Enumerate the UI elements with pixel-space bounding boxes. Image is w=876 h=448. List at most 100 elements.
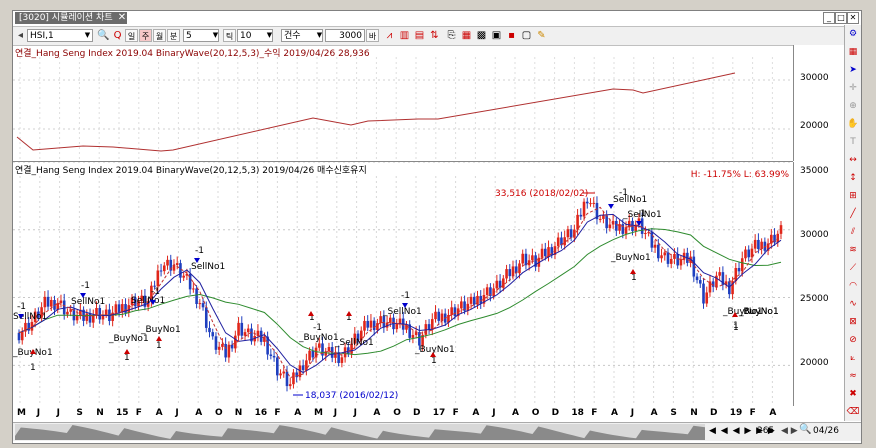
indicator-icon[interactable]: ⇅ bbox=[430, 30, 439, 41]
x-tick-label: F bbox=[274, 408, 281, 418]
candle-body bbox=[608, 224, 612, 229]
candle-body bbox=[592, 202, 596, 204]
fibo-icon[interactable]: ≋ bbox=[849, 245, 857, 255]
candle-body bbox=[369, 320, 373, 328]
candle-body bbox=[615, 220, 618, 231]
candle-body bbox=[395, 323, 399, 330]
symbol-select[interactable]: HSI,1 bbox=[27, 29, 93, 42]
chart-candle-icon[interactable]: ▤ bbox=[414, 30, 425, 41]
tick-dropdown-icon[interactable]: ▼ bbox=[266, 31, 273, 39]
grid-icon[interactable]: ▩ bbox=[476, 30, 487, 41]
candle-body bbox=[321, 343, 324, 356]
hline-icon[interactable]: ↔ bbox=[849, 155, 857, 165]
magnifier-icon[interactable]: 🔍 bbox=[799, 424, 812, 435]
x-tick-label: J bbox=[56, 408, 60, 418]
crosshair-icon[interactable]: ✛ bbox=[849, 83, 857, 93]
export-icon[interactable]: ▢ bbox=[521, 30, 532, 41]
sidebar-config-icon[interactable]: ⚙ bbox=[848, 29, 858, 39]
overview-strip[interactable] bbox=[15, 424, 705, 440]
interval-select[interactable]: 5 bbox=[183, 29, 219, 42]
candle-body bbox=[250, 328, 253, 342]
x-tick-label: A bbox=[472, 408, 480, 418]
period-day-button[interactable]: 일 bbox=[125, 29, 138, 42]
search-icon[interactable]: 🔍 bbox=[97, 30, 110, 41]
restore-button[interactable]: □ bbox=[835, 12, 847, 24]
delete-tool-icon[interactable]: ✖ bbox=[849, 389, 857, 399]
period-minute-button[interactable]: 분 bbox=[167, 29, 180, 42]
candle-body bbox=[240, 322, 244, 336]
scroll-bar[interactable]: ◀ ◀ ◀ ▶ ▶ ▶ 265 ◀ ▶ 🔍 04/26 bbox=[13, 422, 861, 441]
window-tab-title[interactable]: [3020] 시뮬레이션 차트 bbox=[15, 12, 117, 24]
channel-icon[interactable]: ⊘ bbox=[849, 335, 857, 345]
signal-label-p7: 1 bbox=[631, 273, 637, 283]
tab-close-icon[interactable]: ✕ bbox=[117, 12, 127, 24]
ma-long-line bbox=[18, 228, 782, 356]
prev-arrow-icon[interactable]: ◂ bbox=[17, 30, 24, 41]
cursor-icon[interactable]: ➤ bbox=[849, 65, 857, 75]
signal-label-m8: -1 bbox=[637, 209, 646, 219]
chart-bar-icon[interactable]: ▥ bbox=[399, 30, 410, 41]
gann-icon[interactable]: ⊠ bbox=[849, 317, 857, 327]
find-icon[interactable]: Q bbox=[113, 30, 122, 41]
x-tick-label: F bbox=[749, 408, 756, 418]
copy-icon[interactable]: ⎘ bbox=[447, 30, 456, 41]
close-button[interactable]: ✕ bbox=[847, 12, 859, 24]
tick-button[interactable]: 틱 bbox=[223, 29, 236, 42]
candle-body bbox=[175, 263, 179, 266]
wave-icon[interactable]: ≈ bbox=[849, 371, 857, 381]
candle-body bbox=[379, 316, 382, 324]
minimize-button[interactable]: _ bbox=[823, 12, 835, 24]
edit-icon[interactable]: ✎ bbox=[537, 30, 546, 41]
profit-chart[interactable] bbox=[13, 45, 793, 161]
candle-body bbox=[624, 227, 628, 234]
candle-body bbox=[760, 241, 763, 250]
zoom-icon[interactable]: ⊕ bbox=[849, 101, 857, 111]
price-y-axis: 35000 30000 25000 20000 bbox=[793, 162, 844, 406]
arc-icon[interactable]: ◠ bbox=[849, 281, 857, 291]
price-y-tick: 35000 bbox=[800, 166, 829, 176]
period-month-button[interactable]: 월 bbox=[153, 29, 166, 42]
x-tick-label: M bbox=[17, 408, 26, 418]
candle-body bbox=[540, 248, 544, 258]
erase-all-icon[interactable]: ⌫ bbox=[846, 407, 860, 417]
cross-line-icon[interactable]: ⊞ bbox=[849, 191, 857, 201]
signal-label-p2: 1 bbox=[124, 353, 130, 363]
speed-icon[interactable]: ⟀ bbox=[850, 353, 856, 363]
scroll-arrows[interactable]: ◀ ◀ ◀ ▶ ▶ ▶ bbox=[709, 426, 776, 436]
price-chart[interactable]: SellNo1_BuyNo1_BuyNo1SellNo1SellNo1_BuyN… bbox=[13, 162, 793, 406]
tick-select[interactable]: 10 bbox=[237, 29, 273, 42]
count-apply-button[interactable]: 바 bbox=[366, 29, 379, 42]
candle-body bbox=[453, 307, 457, 317]
cycle-icon[interactable]: ∿ bbox=[849, 299, 857, 309]
candle-body bbox=[285, 371, 289, 387]
profit-y-axis: 30000 20000 bbox=[793, 45, 844, 161]
candle-body bbox=[150, 285, 153, 302]
symbol-dropdown-icon[interactable]: ▼ bbox=[84, 31, 91, 39]
fan-icon[interactable]: ⟋ bbox=[849, 263, 857, 273]
count-dropdown-icon[interactable]: ▼ bbox=[316, 31, 323, 39]
candle-body bbox=[398, 318, 402, 324]
sidebar-layout-icon[interactable]: ▦ bbox=[848, 47, 858, 57]
text-icon[interactable]: T bbox=[850, 137, 856, 147]
bar-count: 265 bbox=[757, 426, 775, 436]
period-week-button[interactable]: 주 bbox=[139, 29, 152, 42]
count-input[interactable]: 3000 bbox=[325, 29, 365, 42]
ma-mid-line bbox=[18, 213, 782, 374]
flag-icon[interactable]: ▦ bbox=[461, 30, 472, 41]
count-select[interactable]: 건수 bbox=[281, 29, 323, 42]
chart-line-icon[interactable]: ⩘ bbox=[386, 30, 393, 41]
zoom-arrows[interactable]: ◀ ▶ bbox=[781, 426, 798, 436]
vline-icon[interactable]: ↕ bbox=[849, 173, 857, 183]
profit-y-tick: 20000 bbox=[800, 121, 829, 131]
candle-body bbox=[605, 215, 608, 229]
save-icon[interactable]: ▪ bbox=[508, 30, 515, 41]
print-icon[interactable]: ▣ bbox=[491, 30, 502, 41]
hand-icon[interactable]: ✋ bbox=[847, 119, 859, 129]
tool-sidebar: ⚙ ▦ ➤ ✛ ⊕ ✋ T ↔ ↕ ⊞ ╱ ⫽ ≋ ⟋ ◠ ∿ ⊠ ⊘ ⟀ ≈ … bbox=[844, 25, 861, 421]
candle-body bbox=[573, 229, 576, 238]
interval-dropdown-icon[interactable]: ▼ bbox=[212, 31, 219, 39]
parallel-icon[interactable]: ⫽ bbox=[850, 227, 855, 237]
signal-label-p1: 1 bbox=[30, 363, 36, 373]
trendline-icon[interactable]: ╱ bbox=[850, 209, 856, 219]
candle-body bbox=[272, 355, 276, 358]
